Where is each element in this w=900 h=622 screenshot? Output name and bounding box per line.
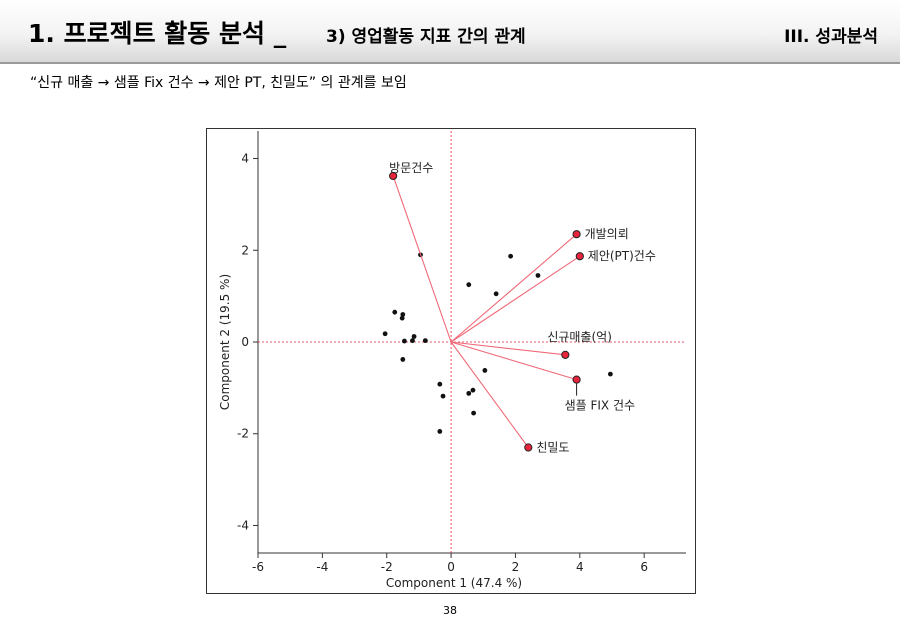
- score-point: [508, 253, 514, 259]
- score-point: [466, 390, 472, 396]
- score-point: [400, 357, 406, 362]
- loading-point: [572, 230, 581, 239]
- score-point: [392, 309, 398, 315]
- x-tick-label: -4: [316, 560, 328, 574]
- loading-vector: [450, 341, 577, 381]
- score-point: [607, 371, 613, 377]
- score-point: [470, 387, 476, 393]
- x-tick-label: 4: [576, 560, 584, 574]
- score-point: [482, 368, 488, 373]
- score-point: [422, 338, 428, 344]
- header-bar: 1. 프로젝트 활동 분석 _ 3) 영업활동 지표 간의 관계 III. 성과…: [0, 0, 900, 64]
- x-tick-label: 6: [640, 560, 648, 574]
- x-tick-label: 2: [512, 560, 520, 574]
- x-tick-label: -2: [381, 560, 393, 574]
- loading-label: 샘플 FIX 건수: [565, 399, 635, 413]
- score-point: [411, 334, 417, 339]
- score-point: [400, 312, 406, 317]
- loading-label: 친밀도: [536, 441, 569, 455]
- loading-vector: [450, 341, 529, 448]
- score-point: [437, 429, 443, 434]
- loading-label: 제안(PT)건수: [588, 249, 656, 263]
- loading-vector: [450, 233, 577, 343]
- loading-vector: [392, 175, 452, 343]
- summary-text: “신규 매출 → 샘플 Fix 건수 → 제안 PT, 친밀도” 의 관계를 보…: [30, 75, 407, 91]
- page-title: 1. 프로젝트 활동 분석 _: [28, 19, 287, 48]
- y-axis-label: Component 2 (19.5 %): [218, 274, 232, 410]
- loading-label: 신규매출(억): [547, 330, 612, 344]
- score-point: [399, 315, 405, 321]
- loading-label: 개발의뢰: [585, 227, 629, 241]
- page-subtitle: 3) 영업활동 지표 간의 관계: [326, 27, 526, 47]
- x-tick-label: 0: [447, 560, 455, 574]
- y-tick-label: -2: [237, 427, 249, 441]
- score-point: [382, 331, 388, 337]
- score-point: [535, 273, 541, 278]
- page-number: 38: [443, 604, 457, 617]
- loading-label: 방문건수: [389, 161, 433, 175]
- score-point: [466, 282, 472, 288]
- score-point: [493, 291, 499, 297]
- loading-vector: [450, 255, 581, 343]
- y-tick-label: 4: [241, 152, 249, 166]
- x-tick-label: -6: [252, 560, 264, 574]
- y-tick-label: -4: [237, 518, 249, 532]
- y-tick-label: 2: [241, 243, 249, 257]
- loading-point: [575, 252, 584, 261]
- x-axis-label: Component 1 (47.4 %): [386, 576, 522, 590]
- loading-vector: [451, 341, 566, 356]
- score-point: [437, 381, 443, 387]
- score-point: [402, 338, 407, 344]
- loading-point: [524, 443, 533, 452]
- score-point: [440, 393, 446, 399]
- loading-point: [561, 350, 570, 359]
- y-tick-label: 0: [241, 335, 249, 349]
- score-point: [410, 338, 415, 344]
- section-label: III. 성과분석: [784, 27, 878, 47]
- score-point: [471, 410, 477, 416]
- loading-point: [389, 171, 398, 181]
- loading-point: [572, 375, 581, 384]
